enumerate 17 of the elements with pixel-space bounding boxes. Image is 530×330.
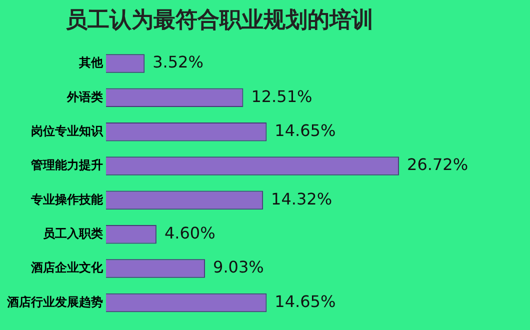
y-tick-label: 员工入职类	[43, 226, 103, 240]
data-label: 9.03%	[213, 258, 264, 277]
y-tick-label: 酒店行业发展趋势	[6, 294, 103, 309]
y-tick-label: 其他	[78, 56, 104, 70]
chart-title: 员工认为最符合职业规划的培训	[66, 6, 374, 33]
y-tick-label: 管理能力提升	[30, 158, 103, 172]
data-label: 14.32%	[271, 189, 332, 208]
data-label: 14.65%	[274, 120, 336, 140]
data-label: 4.60%	[164, 224, 216, 243]
y-tick-label: 酒店企业文化	[30, 260, 104, 275]
y-tick-label: 专业操作技能	[30, 192, 104, 206]
data-label: 14.65%	[274, 292, 336, 311]
y-tick-label: 岗位专业知识	[31, 124, 104, 138]
data-label: 3.52%	[152, 52, 204, 72]
y-tick-label: 外语类	[66, 90, 103, 104]
data-label: 26.72%	[407, 155, 468, 174]
data-label: 12.51%	[251, 86, 312, 106]
